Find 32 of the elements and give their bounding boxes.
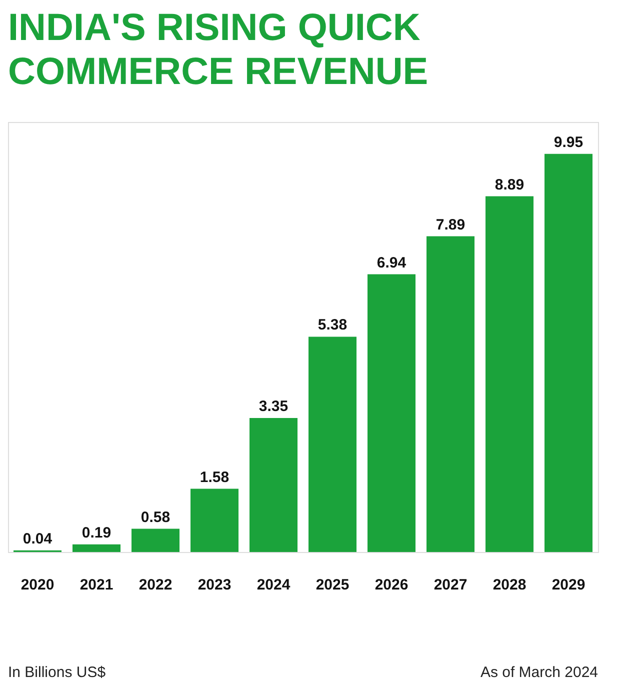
data-label: 9.95 [554, 134, 584, 151]
bar [308, 336, 356, 552]
x-tick-label: 2023 [198, 576, 232, 594]
x-tick-label: 2021 [80, 576, 114, 594]
bar [190, 488, 238, 552]
bar [544, 154, 592, 552]
chart-title: INDIA'S RISING QUICK COMMERCE REVENUE [8, 7, 428, 93]
bar [368, 274, 416, 552]
data-label: 1.58 [200, 468, 230, 486]
text: In Billions US$ [8, 664, 106, 681]
x-tick-label: 2020 [20, 576, 54, 594]
bar [132, 528, 180, 552]
bar [486, 196, 534, 552]
x-tick-label: 2026 [374, 576, 408, 594]
data-label: 8.89 [494, 176, 524, 194]
data-label: 5.38 [318, 316, 348, 334]
data-label: 0.19 [82, 524, 112, 542]
text: As of March 2024 [480, 664, 598, 681]
bar [72, 544, 120, 552]
data-label: 6.94 [376, 254, 407, 272]
x-tick-label: 2024 [256, 576, 291, 594]
x-tick-label: 2029 [552, 576, 586, 594]
data-label: 3.35 [258, 398, 288, 415]
x-tick-label: 2025 [316, 576, 350, 594]
x-tick-label: 2027 [434, 576, 468, 594]
bar [426, 236, 474, 552]
bar [250, 418, 298, 552]
x-tick-label: 2022 [138, 576, 172, 594]
data-label: 0.58 [140, 508, 170, 526]
x-tick-label: 2028 [492, 576, 526, 594]
data-label: 0.04 [22, 530, 53, 548]
data-label: 7.89 [436, 216, 466, 234]
